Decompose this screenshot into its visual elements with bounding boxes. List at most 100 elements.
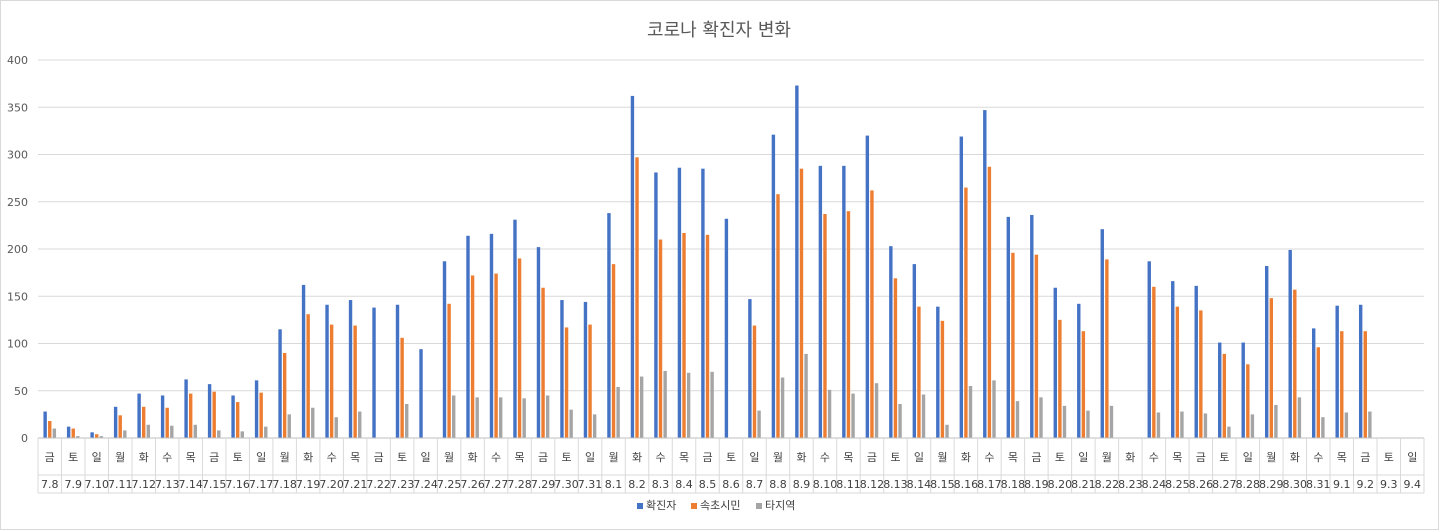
day-label: 일 [256, 450, 266, 464]
bar-3 [710, 371, 714, 438]
bar-3 [686, 372, 691, 438]
bar-1 [1265, 266, 1269, 438]
bar-2 [635, 157, 639, 438]
day-label: 목 [350, 451, 360, 464]
bar-2 [95, 434, 99, 438]
bar-1 [560, 300, 564, 438]
bar-3 [146, 424, 151, 438]
day-label: 화 [1290, 451, 1300, 464]
bar-1 [630, 95, 635, 438]
day-label: 월 [937, 451, 947, 464]
day-label: 일 [914, 450, 924, 464]
bar-2 [917, 306, 921, 438]
bar-2 [987, 166, 992, 438]
bar-1 [325, 304, 329, 438]
bar-1 [983, 110, 987, 439]
bar-2 [1175, 306, 1180, 438]
day-label: 토 [68, 451, 78, 464]
day-label: 수 [984, 451, 994, 464]
legend-swatch-1 [637, 503, 643, 509]
bar-3 [193, 424, 197, 438]
day-label: 화 [632, 451, 642, 464]
legend-swatch-2 [691, 503, 697, 509]
date-label: 7.9 [64, 478, 82, 491]
date-label: 7.29 [531, 478, 556, 491]
bar-3 [240, 431, 244, 438]
bar-2 [1293, 289, 1297, 438]
bar-2 [447, 303, 451, 438]
day-label: 토 [726, 451, 736, 464]
bar-2 [259, 392, 263, 438]
date-label: 9.3 [1380, 478, 1398, 491]
day-label: 화 [796, 451, 806, 464]
date-label: 8.10 [813, 478, 838, 491]
legend-label-2: 속초시민 [700, 499, 740, 512]
bar-1 [1030, 214, 1034, 438]
bar-1 [137, 393, 141, 438]
bar-3 [217, 430, 221, 438]
date-label: 8.22 [1095, 478, 1120, 491]
bar-2 [494, 273, 498, 438]
date-label: 8.2 [628, 478, 646, 491]
date-label: 7.18 [272, 478, 297, 491]
day-label: 목 [843, 451, 853, 464]
bar-2 [165, 407, 169, 438]
date-label: 8.15 [930, 478, 955, 491]
date-label: 8.21 [1071, 478, 1096, 491]
day-label: 금 [374, 451, 384, 464]
day-label: 토 [561, 451, 571, 464]
bar-1 [1194, 285, 1198, 438]
day-label: 수 [327, 451, 337, 464]
day-label: 월 [1266, 451, 1276, 464]
bar-3 [1039, 397, 1043, 438]
bar-2 [752, 325, 757, 438]
date-label: 8.19 [1024, 478, 1049, 491]
date-label: 7.27 [484, 478, 509, 491]
bar-3 [475, 397, 479, 438]
bar-3 [1086, 410, 1090, 438]
date-label: 8.23 [1118, 478, 1143, 491]
bar-2 [1011, 252, 1015, 438]
day-label: 월 [444, 451, 454, 464]
date-label: 8.13 [883, 478, 908, 491]
date-label: 8.6 [722, 478, 740, 491]
bar-1 [1358, 304, 1363, 438]
bar-1 [466, 235, 470, 438]
bar-2 [1316, 347, 1320, 438]
date-label: 8.3 [652, 478, 670, 491]
day-label: 목 [1008, 451, 1018, 464]
bar-2 [870, 190, 874, 438]
day-label: 금 [209, 451, 219, 464]
bar-1 [1053, 287, 1057, 438]
day-label: 금 [45, 451, 55, 464]
bar-2 [964, 187, 968, 438]
bar-1 [489, 233, 494, 438]
bar-1 [795, 85, 799, 438]
date-label: 8.9 [793, 478, 811, 491]
bar-1 [677, 167, 682, 439]
day-label: 화 [1125, 451, 1135, 464]
bar-2 [1199, 310, 1203, 438]
bar-3 [1156, 412, 1161, 438]
bar-1 [278, 329, 282, 438]
bar-1 [254, 380, 259, 438]
bar-3 [921, 394, 926, 438]
bar-3 [1015, 401, 1020, 438]
day-label: 금 [867, 451, 877, 464]
day-label: 금 [1196, 451, 1206, 464]
bar-1 [1077, 303, 1081, 438]
bar-1 [372, 307, 376, 438]
bar-2 [1058, 319, 1062, 438]
bar-3 [311, 407, 315, 438]
bar-2 [306, 314, 310, 438]
bar-3 [780, 377, 785, 438]
bar-3 [1297, 397, 1302, 438]
date-label: 8.26 [1189, 478, 1214, 491]
day-label: 월 [115, 451, 125, 464]
day-label: 월 [1102, 451, 1112, 464]
date-label: 8.29 [1259, 478, 1284, 491]
bar-2 [846, 211, 851, 438]
bar-3 [76, 436, 80, 438]
bar-3 [968, 386, 973, 438]
